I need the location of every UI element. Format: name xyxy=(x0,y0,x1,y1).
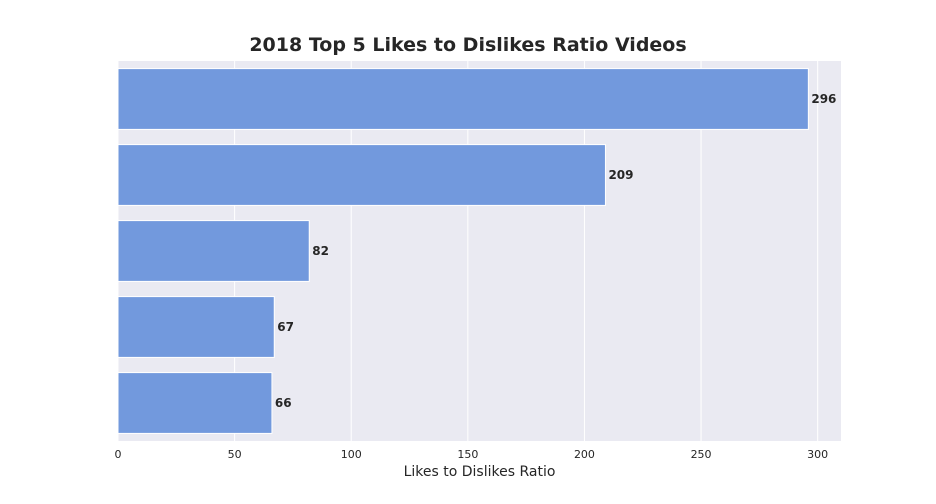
bars xyxy=(117,68,809,434)
x-axis-ticks: 0 50 100 150 200 250 300 xyxy=(115,448,829,461)
x-tick-label: 300 xyxy=(807,448,828,461)
x-tick-label: 50 xyxy=(228,448,242,461)
bar-value-label: 67 xyxy=(277,320,294,334)
data-labels: 296 209 82 67 66 xyxy=(275,92,836,410)
bar xyxy=(117,68,809,130)
x-tick-label: 0 xyxy=(115,448,122,461)
bar-value-label: 209 xyxy=(608,168,633,182)
bar-value-label: 82 xyxy=(312,244,329,258)
x-tick-label: 200 xyxy=(574,448,595,461)
bar-value-label: 296 xyxy=(811,92,836,106)
x-tick-label: 250 xyxy=(691,448,712,461)
bar xyxy=(117,144,606,206)
chart-title: 2018 Top 5 Likes to Dislikes Ratio Video… xyxy=(249,34,687,56)
bar xyxy=(117,296,275,358)
bar xyxy=(117,372,273,434)
x-axis-label: Likes to Dislikes Ratio xyxy=(404,464,556,480)
x-tick-label: 150 xyxy=(457,448,478,461)
x-tick-label: 100 xyxy=(341,448,362,461)
bar-value-label: 66 xyxy=(275,396,292,410)
bar xyxy=(117,220,310,282)
